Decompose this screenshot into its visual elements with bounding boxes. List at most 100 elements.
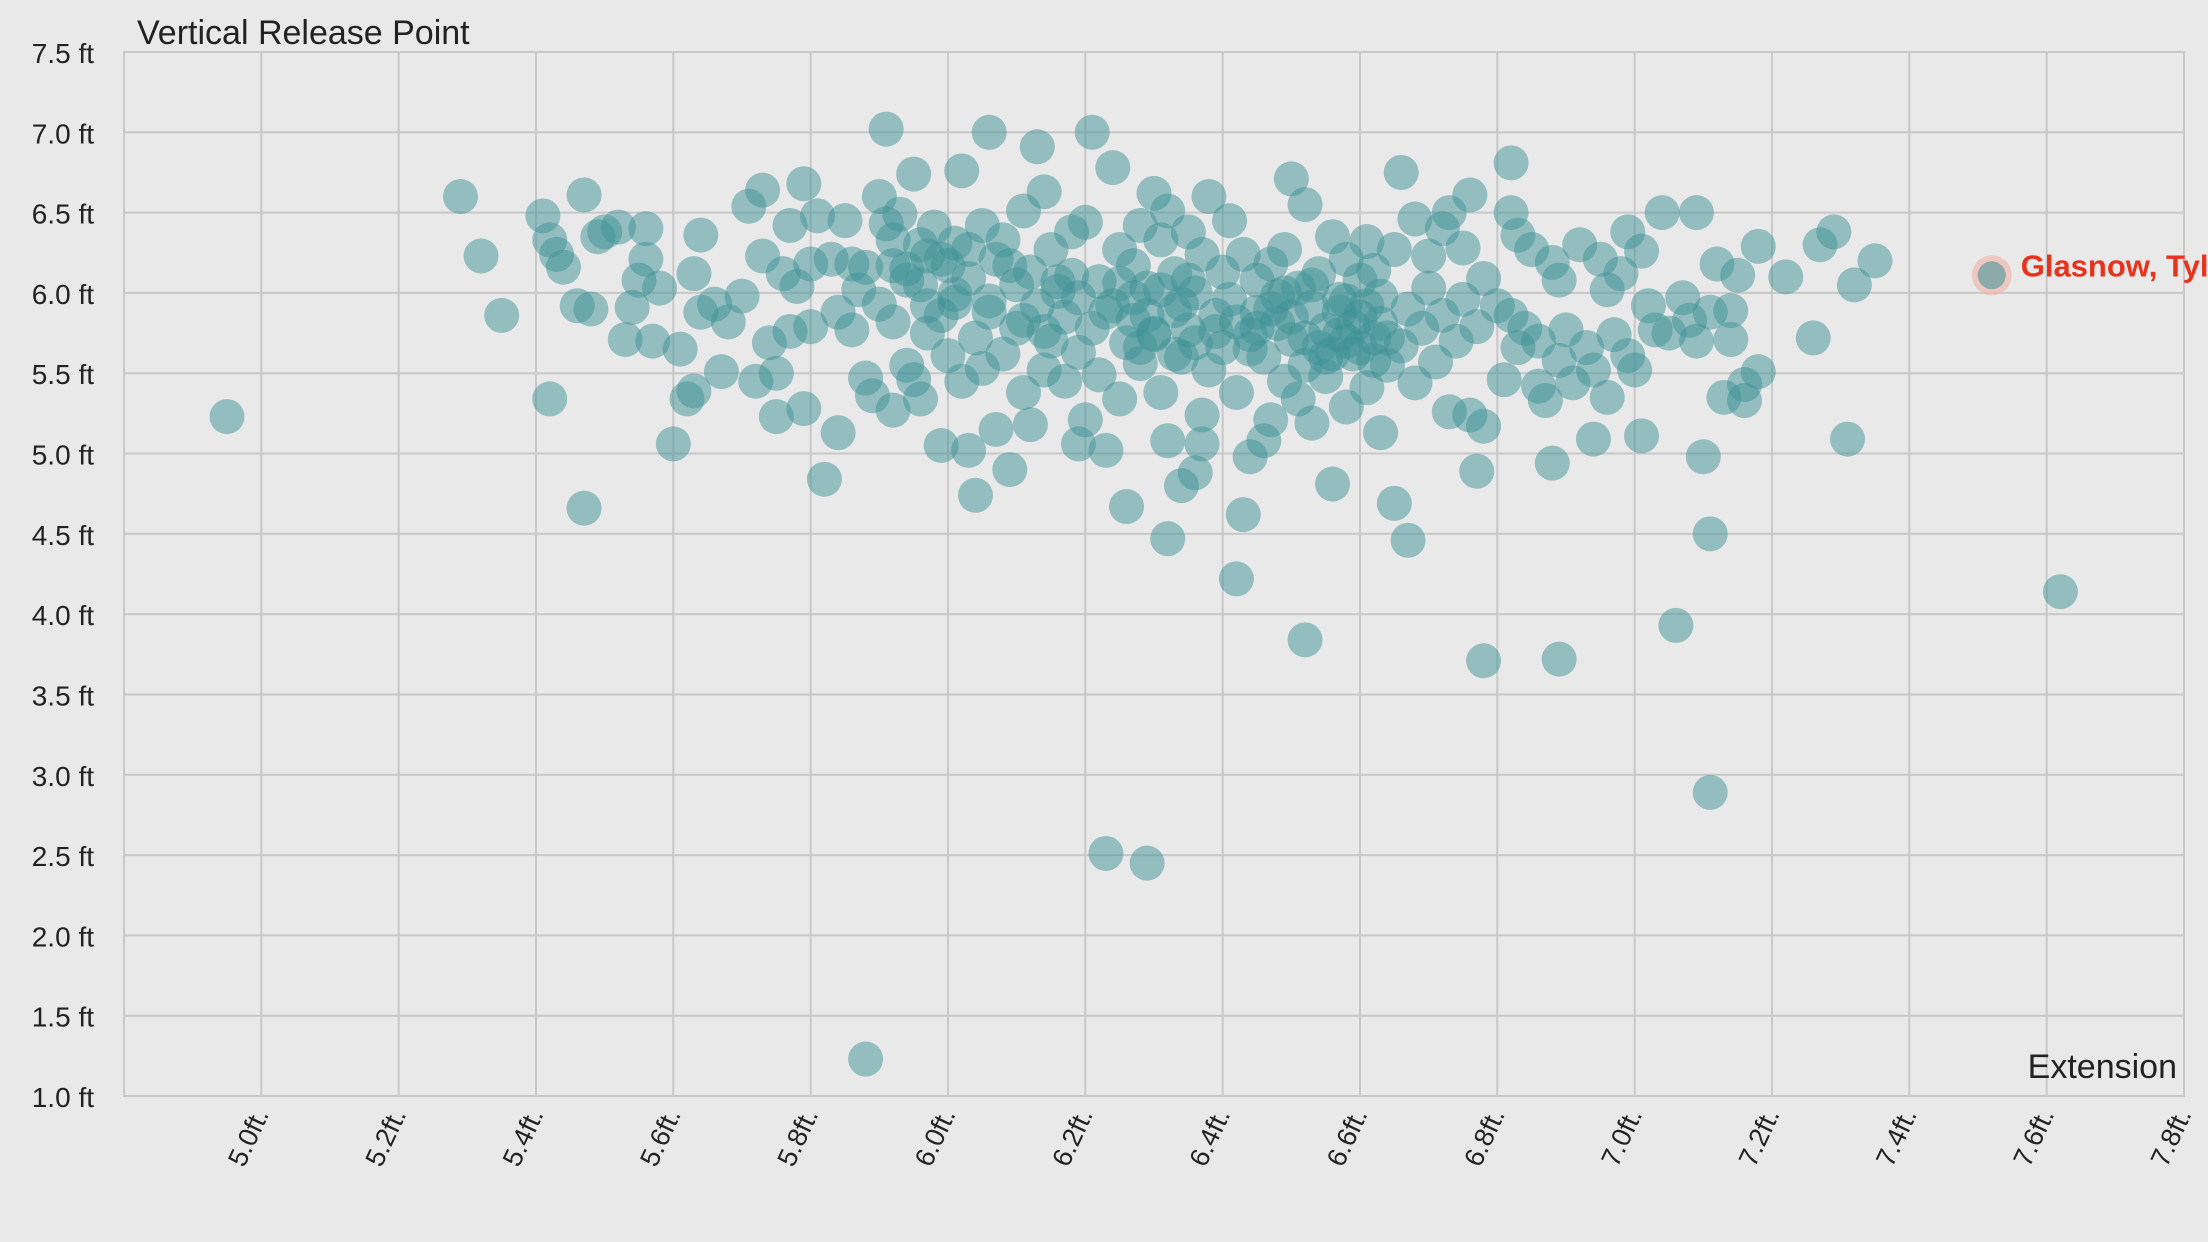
data-point bbox=[1857, 243, 1893, 279]
data-point bbox=[1727, 383, 1763, 419]
data-point bbox=[676, 373, 712, 409]
data-point bbox=[1816, 214, 1852, 250]
data-point bbox=[1624, 233, 1660, 269]
data-point bbox=[957, 320, 993, 356]
data-point bbox=[1006, 375, 1042, 411]
data-point bbox=[1527, 383, 1563, 419]
data-point bbox=[806, 461, 842, 497]
data-point bbox=[1376, 485, 1412, 521]
data-point bbox=[1012, 407, 1048, 443]
data-point bbox=[1253, 402, 1289, 438]
data-point bbox=[985, 336, 1021, 372]
data-point bbox=[484, 297, 520, 333]
data-point bbox=[1184, 397, 1220, 433]
y-tick-label: 7.5 ft bbox=[32, 38, 94, 69]
data-point bbox=[607, 322, 643, 358]
data-point bbox=[1102, 265, 1138, 301]
y-tick-label: 2.0 ft bbox=[32, 921, 94, 952]
data-point bbox=[442, 179, 478, 215]
data-point bbox=[1369, 320, 1405, 356]
data-point bbox=[834, 312, 870, 348]
data-point bbox=[628, 211, 664, 247]
data-point bbox=[532, 381, 568, 417]
y-tick-label: 5.5 ft bbox=[32, 359, 94, 390]
x-axis-label: Extension bbox=[2028, 1048, 2177, 1086]
data-point bbox=[1836, 267, 1872, 303]
data-point bbox=[1212, 203, 1248, 239]
data-point bbox=[1534, 445, 1570, 481]
data-point bbox=[1390, 522, 1426, 558]
data-point bbox=[868, 206, 904, 242]
data-point bbox=[1617, 352, 1653, 388]
data-point bbox=[1349, 224, 1385, 260]
data-point bbox=[868, 111, 904, 147]
data-point bbox=[820, 415, 856, 451]
data-point bbox=[573, 291, 609, 327]
data-point bbox=[566, 177, 602, 213]
data-point bbox=[1287, 347, 1323, 383]
data-point bbox=[772, 207, 808, 243]
data-point bbox=[1095, 150, 1131, 186]
data-point bbox=[903, 381, 939, 417]
data-point bbox=[1678, 323, 1714, 359]
data-point bbox=[1541, 641, 1577, 677]
data-point bbox=[1575, 421, 1611, 457]
y-axis-label: Vertical Release Point bbox=[137, 14, 470, 52]
data-point bbox=[758, 399, 794, 435]
data-point bbox=[1218, 375, 1254, 411]
data-point bbox=[1026, 174, 1062, 210]
data-point bbox=[1658, 607, 1694, 643]
data-point bbox=[1150, 521, 1186, 557]
data-point bbox=[827, 203, 863, 239]
data-point bbox=[1830, 421, 1866, 457]
data-point bbox=[1122, 330, 1158, 366]
data-point bbox=[1287, 187, 1323, 223]
data-point bbox=[600, 209, 636, 245]
data-point bbox=[903, 227, 939, 263]
data-point bbox=[1452, 177, 1488, 213]
data-point bbox=[1644, 195, 1680, 231]
data-point bbox=[1006, 302, 1042, 338]
data-point bbox=[1466, 260, 1502, 296]
data-point bbox=[1713, 322, 1749, 358]
data-point bbox=[758, 355, 794, 391]
data-point bbox=[1040, 264, 1076, 300]
y-tick-label: 2.5 ft bbox=[32, 841, 94, 872]
data-point bbox=[1795, 320, 1831, 356]
data-point bbox=[676, 256, 712, 292]
data-point bbox=[971, 283, 1007, 319]
data-point bbox=[1328, 283, 1364, 319]
data-point bbox=[800, 198, 836, 234]
data-point bbox=[1493, 145, 1529, 181]
data-point bbox=[1692, 516, 1728, 552]
data-point bbox=[992, 248, 1028, 284]
data-point bbox=[1486, 362, 1522, 398]
data-point bbox=[710, 304, 746, 340]
data-point bbox=[1315, 466, 1351, 502]
data-point bbox=[896, 156, 932, 192]
y-tick-label: 5.0 ft bbox=[32, 440, 94, 471]
data-point bbox=[1678, 195, 1714, 231]
data-point bbox=[1740, 228, 1776, 264]
data-point bbox=[545, 249, 581, 285]
data-point bbox=[978, 411, 1014, 447]
data-point bbox=[1143, 222, 1179, 258]
data-point bbox=[1376, 232, 1412, 268]
y-tick-label: 4.5 ft bbox=[32, 520, 94, 551]
data-point bbox=[2042, 574, 2078, 610]
data-point bbox=[1294, 405, 1330, 441]
data-point bbox=[1088, 432, 1124, 468]
data-point bbox=[1287, 622, 1323, 658]
data-point bbox=[1129, 845, 1165, 881]
data-point bbox=[944, 153, 980, 189]
data-point bbox=[1603, 256, 1639, 292]
data-point bbox=[1541, 262, 1577, 298]
data-point bbox=[724, 278, 760, 314]
data-points bbox=[209, 111, 2078, 1077]
data-point bbox=[1713, 293, 1749, 329]
y-tick-label: 4.0 ft bbox=[32, 600, 94, 631]
data-point bbox=[1589, 379, 1625, 415]
data-point bbox=[628, 241, 664, 277]
y-tick-label: 6.5 ft bbox=[32, 199, 94, 230]
